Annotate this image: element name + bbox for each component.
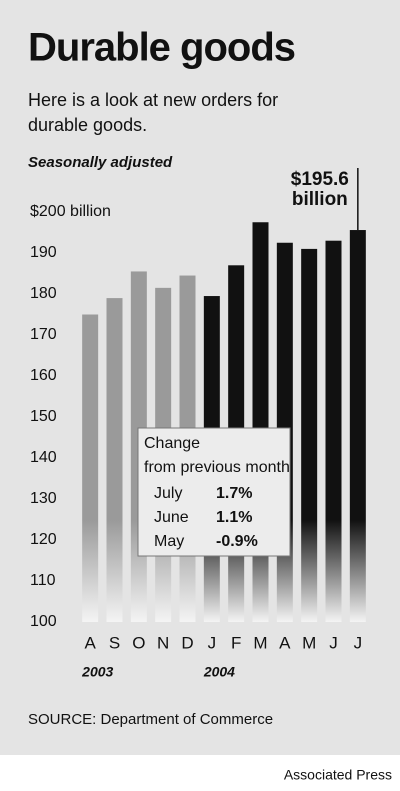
inset-title-line: Change [144, 435, 200, 452]
bar [325, 240, 342, 622]
x-tick-label: O [132, 633, 145, 652]
x-tick-label: D [181, 633, 193, 652]
bar [349, 230, 366, 623]
inset-month: May [154, 533, 184, 550]
y-tick-label: 190 [30, 244, 57, 261]
subtitle: Here is a look at new orders for durable… [28, 90, 279, 135]
bar [252, 222, 269, 622]
y-tick-label: 100 [30, 613, 57, 630]
x-tick-label: J [208, 633, 217, 652]
source: SOURCE: Department of Commerce [28, 711, 273, 728]
note: Seasonally adjusted [28, 154, 173, 171]
y-tick-label: 170 [30, 326, 57, 343]
inset-title: Change from previous month [144, 435, 290, 476]
x-tick-label: J [329, 633, 338, 652]
credit: Associated Press [284, 767, 392, 783]
y-tick-label: $200 billion [30, 203, 111, 220]
x-tick-label: M [302, 633, 316, 652]
y-tick-label: 150 [30, 408, 57, 425]
inset-box [137, 427, 291, 557]
chart-title: Durable goods [28, 26, 295, 70]
year-label: 2004 [203, 664, 235, 680]
year-label: 2003 [81, 664, 113, 680]
y-tick-label: 110 [30, 572, 56, 589]
x-tick-label: F [231, 633, 241, 652]
x-tick-label: N [157, 633, 169, 652]
bar [106, 298, 123, 622]
x-tick-label: J [354, 633, 363, 652]
y-tick-label: 130 [30, 490, 57, 507]
x-tick-label: A [279, 633, 291, 652]
inset-change: 1.1% [216, 509, 252, 526]
value-label: $195.6 billion [290, 169, 349, 210]
x-tick-label: M [253, 633, 267, 652]
y-tick-label: 120 [30, 531, 57, 548]
y-tick-label: 180 [30, 285, 57, 302]
inset-month: July [154, 485, 182, 502]
x-tick-label: S [109, 633, 120, 652]
bar [301, 248, 318, 622]
inset-title-line: from previous month [144, 459, 290, 476]
y-tick-label: 160 [30, 367, 57, 384]
inset-change: 1.7% [216, 485, 252, 502]
bar [82, 314, 99, 622]
y-tick-label: 140 [30, 449, 57, 466]
inset-change: -0.9% [216, 533, 258, 550]
inset-month: June [154, 509, 189, 526]
x-tick-label: A [84, 633, 96, 652]
